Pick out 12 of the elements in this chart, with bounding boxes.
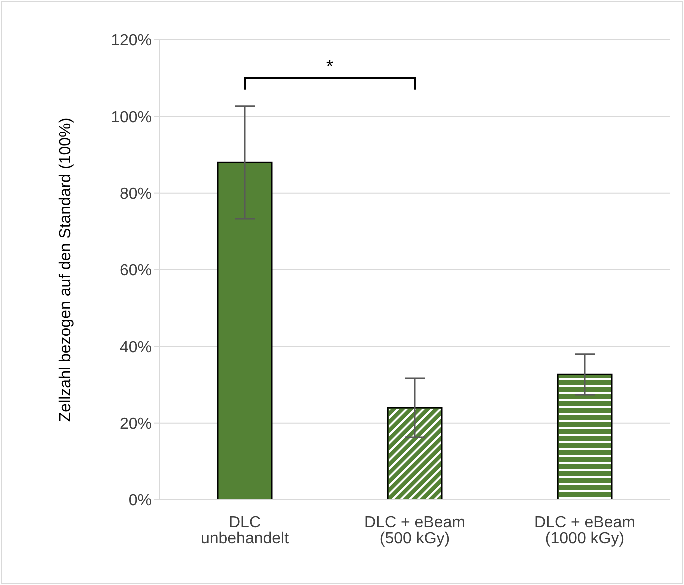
x-tick-label: DLC + eBeam (1000 kGy) [534, 514, 636, 548]
y-tick-label: 0% [128, 492, 152, 510]
y-tick-label: 60% [120, 262, 152, 280]
y-tick-label: 120% [111, 32, 152, 50]
y-tick-label: 80% [120, 186, 152, 204]
x-tick-label: DLC + eBeam (500 kGy) [364, 514, 466, 548]
annotation: * [326, 56, 334, 76]
y-axis-title: Zellzahl bezogen auf den Standard (100%) [58, 118, 75, 422]
y-tick-label: 40% [120, 339, 152, 356]
y-tick-label: 100% [111, 109, 152, 126]
y-tick-label: 20% [120, 416, 152, 434]
x-tick-label: DLC unbehandelt [200, 514, 290, 548]
